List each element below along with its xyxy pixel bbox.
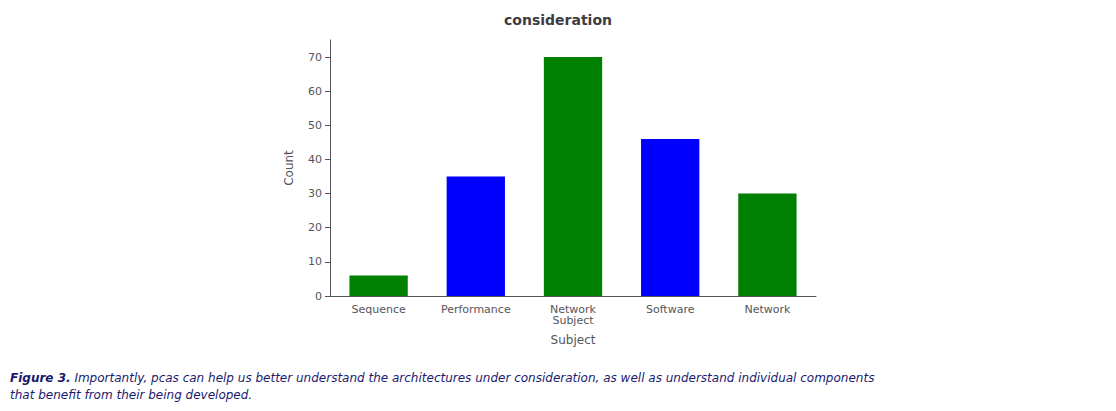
svg-text:70: 70 [308,51,322,64]
svg-text:Network: Network [550,303,596,316]
svg-text:that benefit from their being: that benefit from their being developed. [10,388,252,402]
svg-text:40: 40 [308,153,322,166]
svg-text:Count: Count [282,150,296,186]
svg-text:Subject: Subject [552,314,594,327]
svg-text:30: 30 [308,187,322,200]
svg-text:Network: Network [744,303,791,316]
svg-text:20: 20 [308,221,322,234]
svg-text:Figure 3.: Figure 3. [10,371,71,385]
svg-text:Importantly, pcas can help us: Importantly, pcas can help us better und… [74,371,874,385]
svg-text:Sequence: Sequence [351,303,405,316]
svg-text:Software: Software [646,303,695,316]
svg-text:Performance: Performance [441,303,511,316]
svg-text:consideration: consideration [504,12,612,28]
svg-text:0: 0 [315,290,322,303]
svg-text:Subject: Subject [551,333,596,347]
svg-text:50: 50 [308,119,322,132]
svg-text:60: 60 [308,85,322,98]
svg-text:10: 10 [308,255,322,268]
